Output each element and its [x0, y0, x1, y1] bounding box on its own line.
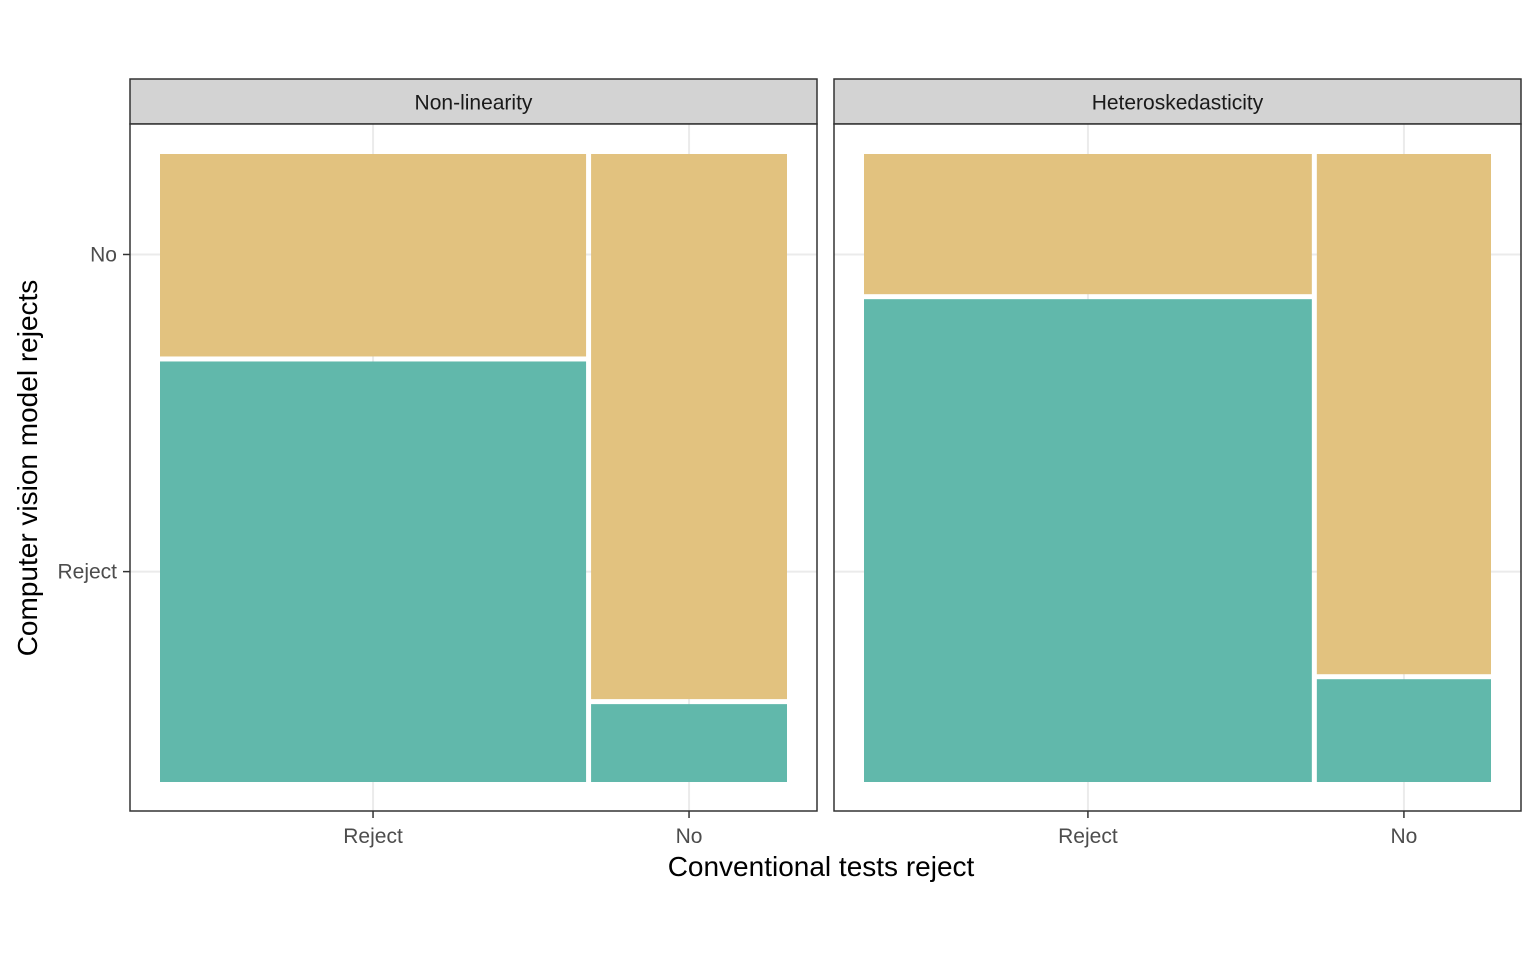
- tile-no-reject: [591, 704, 787, 782]
- tile-reject-no: [864, 154, 1312, 295]
- y-axis-title: Computer vision model rejects: [12, 280, 43, 657]
- facet-strip-label: Non-linearity: [415, 92, 533, 115]
- tile-reject-reject: [864, 299, 1312, 782]
- x-tick-label: No: [676, 825, 703, 848]
- tile-no-no: [591, 154, 787, 700]
- tile-no-reject: [1316, 679, 1491, 782]
- facet-strip-label: Heteroskedasticity: [1092, 92, 1264, 115]
- y-tick-label: Reject: [57, 561, 117, 584]
- x-tick-label: Reject: [1058, 825, 1118, 848]
- x-tick-label: Reject: [343, 825, 403, 848]
- x-axis-title: Conventional tests reject: [668, 851, 975, 882]
- panel-border: [129, 123, 818, 812]
- facet-strip: [129, 78, 818, 125]
- tile-reject-reject: [160, 361, 587, 782]
- tile-no-no: [1316, 154, 1491, 675]
- tile-reject-no: [160, 154, 587, 357]
- facet-strip: [833, 78, 1522, 125]
- panel-2: Heteroskedasticity Reject No: [833, 78, 1522, 848]
- panel-1: Non-linearity Reject No No Reject: [57, 78, 818, 848]
- panel-border: [833, 123, 1522, 812]
- y-tick-label: No: [90, 243, 117, 266]
- x-tick-label: No: [1390, 825, 1417, 848]
